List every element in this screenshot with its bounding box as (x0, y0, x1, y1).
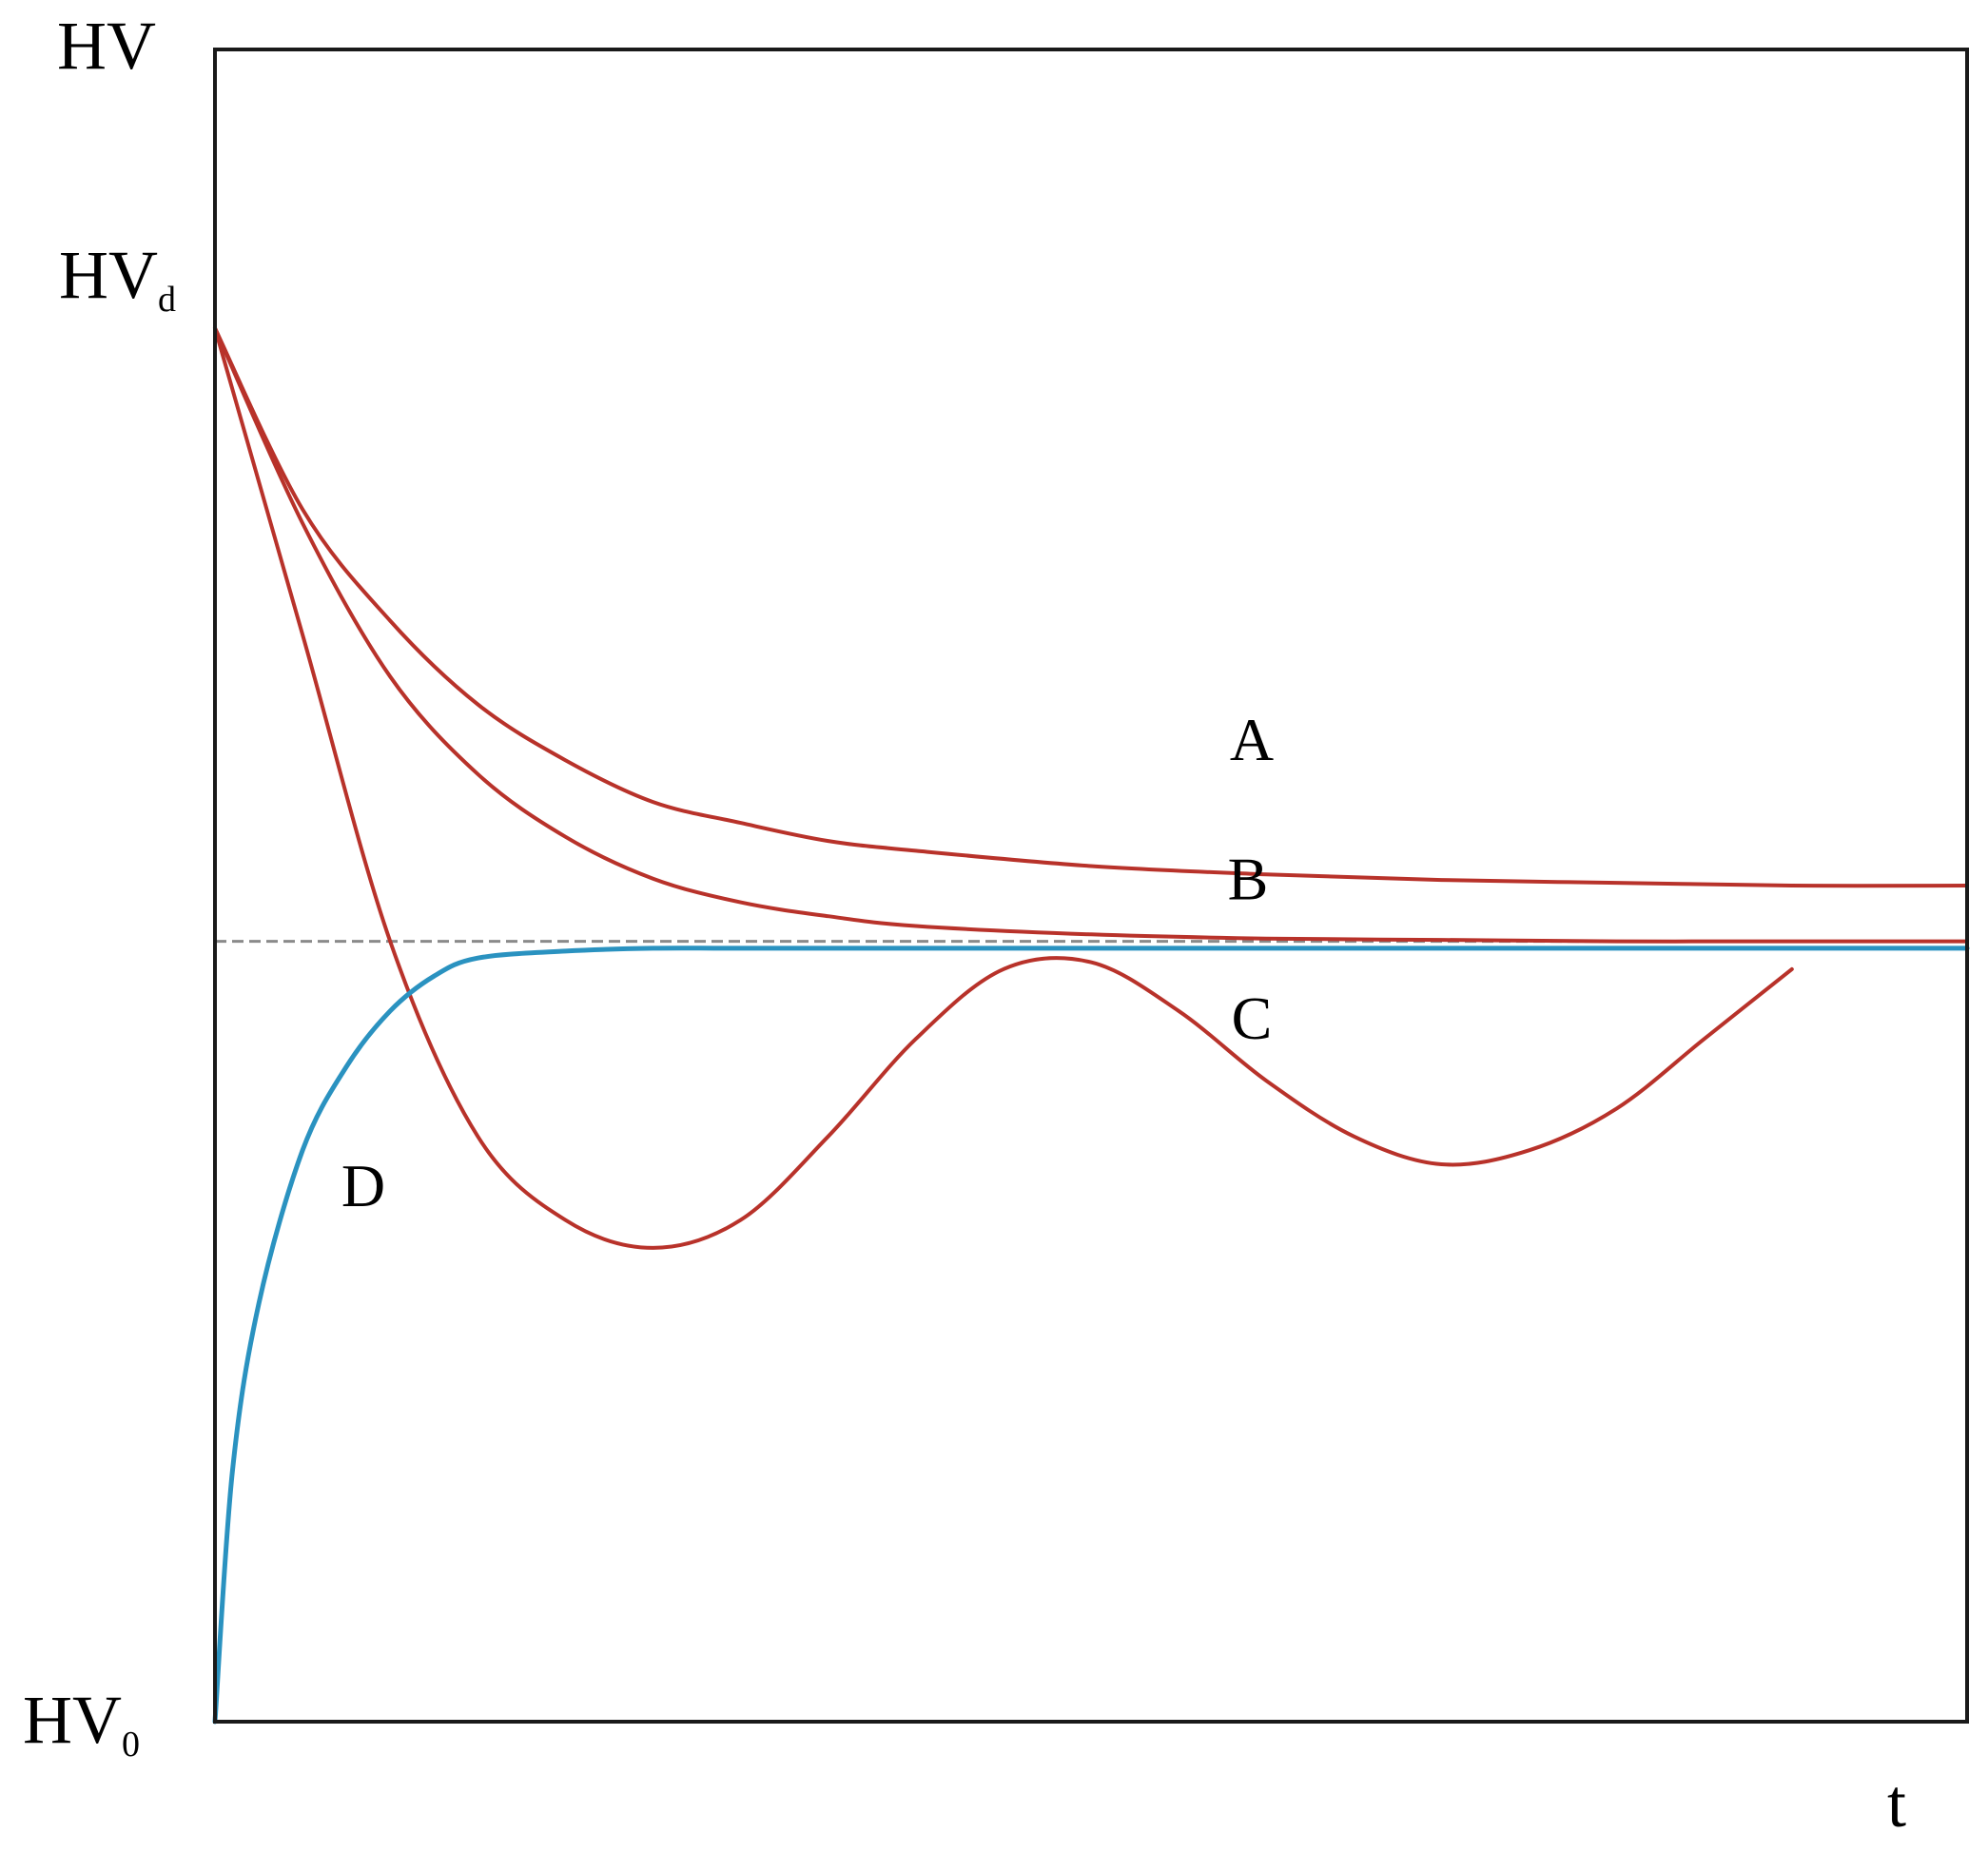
series-line-a (213, 326, 1969, 888)
plot-frame (213, 48, 1969, 1724)
y-axis-label: HV (57, 8, 156, 84)
series-line-c (213, 326, 1794, 1250)
curve-label-b: B (1228, 846, 1269, 913)
y-tick-main-hv0: HV (23, 1682, 122, 1758)
curve-label-d: D (341, 1152, 385, 1219)
y-tick-main-hvd: HV (59, 237, 158, 313)
curve-label-c: C (1232, 984, 1273, 1052)
y-tick-label-hv0: HV0 (23, 1682, 140, 1764)
curve-label-a: A (1230, 706, 1274, 773)
y-tick-sub-hv0: 0 (122, 1725, 140, 1764)
y-tick-label-hvd: HVd (59, 237, 176, 320)
y-tick-sub-hvd: d (158, 280, 176, 320)
x-axis-label: t (1887, 1765, 1906, 1842)
series-line-d (212, 945, 1970, 1725)
series-line-b (213, 326, 1969, 944)
plot-area (212, 326, 1970, 1725)
